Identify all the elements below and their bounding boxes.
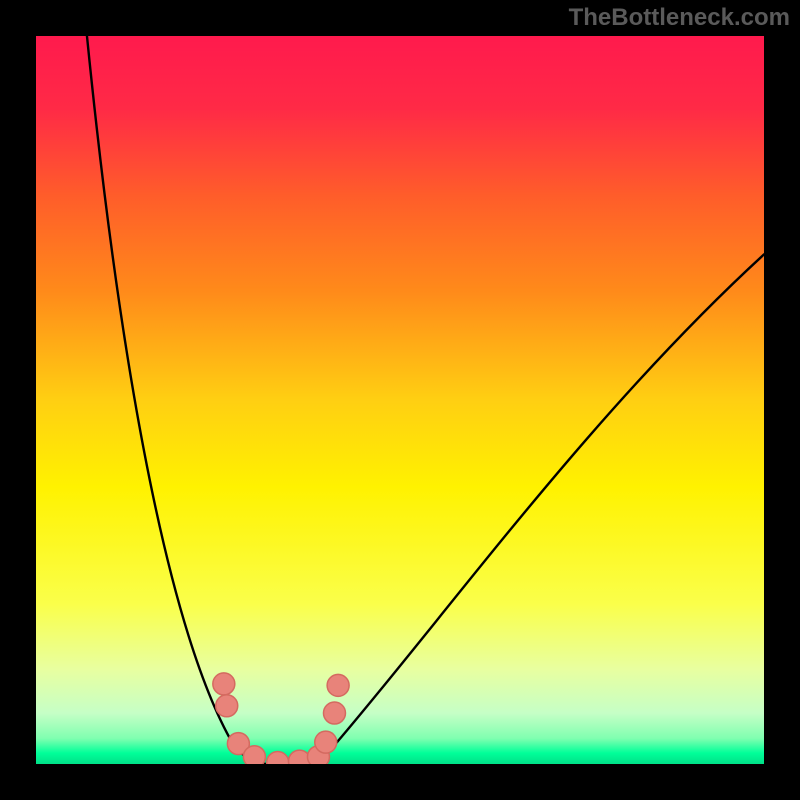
trough-markers: [36, 36, 764, 764]
marker-point: [213, 673, 235, 695]
marker-point: [216, 695, 238, 717]
marker-point: [315, 731, 337, 753]
marker-point: [243, 746, 265, 764]
plot-area: [36, 36, 764, 764]
marker-point: [267, 752, 289, 764]
marker-point: [327, 674, 349, 696]
marker-point: [323, 702, 345, 724]
watermark-text: TheBottleneck.com: [569, 4, 790, 32]
